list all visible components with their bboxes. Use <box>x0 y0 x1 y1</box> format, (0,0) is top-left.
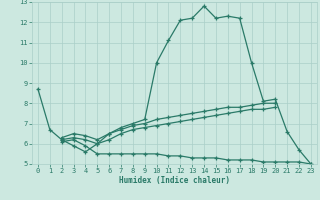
X-axis label: Humidex (Indice chaleur): Humidex (Indice chaleur) <box>119 176 230 185</box>
